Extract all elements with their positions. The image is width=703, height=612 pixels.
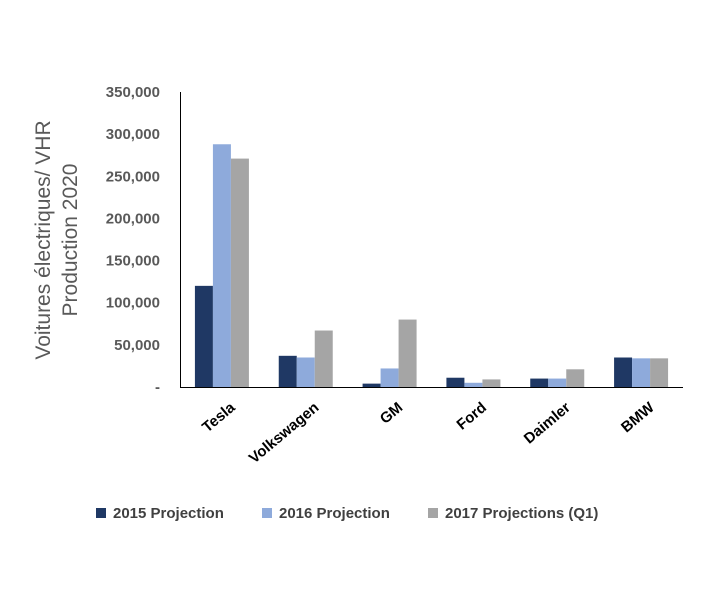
x-category-label: Volkswagen	[246, 399, 322, 467]
legend-swatch	[262, 508, 272, 518]
legend: 2015 Projection 2016 Projection 2017 Proje…	[96, 505, 598, 522]
y-tick-label: 200,000	[106, 210, 160, 227]
bars	[194, 144, 669, 387]
y-axis-title: Voitures électriques/ VHR Production 202…	[32, 120, 82, 359]
y-tick-label: 250,000	[106, 168, 160, 185]
legend-swatch	[428, 508, 438, 518]
bar-volkswagen-series-3	[314, 330, 333, 387]
bar-volkswagen-series-1	[278, 355, 297, 387]
legend-label: 2017 Projections (Q1)	[445, 505, 598, 522]
y-axis-ticks: - 50,000 100,000 150,000 200,000 250,000 300,0…	[106, 84, 160, 396]
bar-ford-series-3	[482, 379, 501, 387]
x-category-label: Daimler	[521, 399, 574, 447]
bar-gm-series-3	[398, 319, 417, 387]
bar-bmw-series-3	[650, 358, 669, 387]
y-axis-title-line-2: Production 2020	[59, 164, 82, 317]
bar-ford-series-1	[446, 377, 465, 387]
bar-daimler-series-3	[566, 369, 585, 387]
bar-tesla-series-1	[194, 285, 213, 387]
y-tick-label: 50,000	[114, 337, 160, 354]
legend-label: 2016 Projection	[279, 505, 390, 522]
y-tick-label: 100,000	[106, 295, 160, 312]
bar-ford-series-2	[464, 382, 483, 387]
bar-bmw-series-2	[632, 358, 651, 387]
x-category-label: BMW	[618, 399, 658, 437]
bar-bmw-series-1	[614, 357, 633, 387]
bar-daimler-series-2	[548, 378, 567, 387]
x-axis-categories: Tesla Volkswagen GM Ford Daimler BMW	[199, 399, 658, 468]
bar-gm-series-2	[380, 368, 399, 387]
x-category-label: GM	[377, 399, 406, 428]
bar-daimler-series-1	[530, 378, 549, 387]
axes	[180, 92, 683, 388]
y-tick-label: 300,000	[106, 126, 160, 143]
x-category-label: Ford	[454, 399, 490, 433]
y-tick-label: -	[155, 379, 160, 396]
bar-gm-series-1	[362, 383, 381, 387]
bar-tesla-series-2	[212, 144, 231, 387]
x-category-label: Tesla	[199, 399, 239, 436]
bar-tesla-series-3	[230, 158, 249, 387]
y-axis-title-line-1: Voitures électriques/ VHR	[32, 120, 55, 359]
legend-label: 2015 Projection	[113, 505, 224, 522]
legend-swatch	[96, 508, 106, 518]
bar-volkswagen-series-2	[296, 357, 315, 387]
y-tick-label: 150,000	[106, 253, 160, 270]
y-tick-label: 350,000	[106, 84, 160, 101]
